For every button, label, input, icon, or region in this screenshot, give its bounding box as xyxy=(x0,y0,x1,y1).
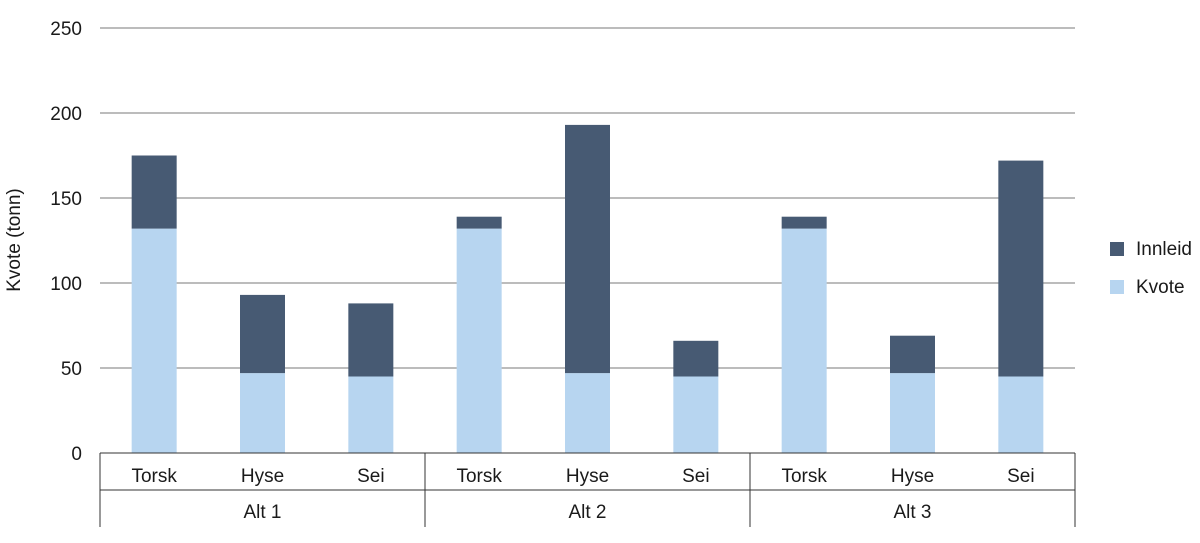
bar-innleid-5 xyxy=(673,340,719,377)
x-group-labels: Alt 1 Alt 2 Alt 3 xyxy=(243,502,931,523)
bar-kvote-3 xyxy=(456,228,502,453)
y-tick-label: 150 xyxy=(50,189,82,210)
bar-kvote-4 xyxy=(565,373,610,453)
x-category-label: Hyse xyxy=(891,466,934,487)
x-category-label: Torsk xyxy=(781,466,827,487)
bar-kvote-8 xyxy=(998,376,1044,453)
bar-kvote-5 xyxy=(673,376,719,453)
bar-innleid-4 xyxy=(565,124,610,374)
y-tick-label: 250 xyxy=(50,19,82,40)
bar-innleid-1 xyxy=(240,294,285,374)
x-group-label: Alt 2 xyxy=(568,502,606,523)
bar-innleid-3 xyxy=(456,216,502,229)
legend-swatch-innleid xyxy=(1110,242,1124,256)
x-category-label: Sei xyxy=(357,466,384,487)
legend: Innleid Kvote xyxy=(1110,239,1192,298)
legend-swatch-kvote xyxy=(1110,280,1124,294)
y-tick-label: 200 xyxy=(50,104,82,125)
y-axis-label: Kvote (tonn) xyxy=(4,188,25,292)
y-tick-labels: 0 50 100 150 200 250 xyxy=(50,19,82,465)
x-group-label: Alt 3 xyxy=(893,502,931,523)
x-category-label: Sei xyxy=(1007,466,1034,487)
x-category-label: Torsk xyxy=(456,466,502,487)
bar-kvote-6 xyxy=(781,228,827,453)
y-tick-label: 0 xyxy=(71,444,82,465)
bar-kvote-0 xyxy=(131,228,177,453)
y-tick-label: 50 xyxy=(61,359,82,380)
x-category-labels: Torsk Hyse Sei Torsk Hyse Sei Torsk Hyse Sei xyxy=(131,466,1034,487)
bar-innleid-8 xyxy=(998,160,1044,377)
x-category-label: Hyse xyxy=(241,466,284,487)
y-tick-label: 100 xyxy=(50,274,82,295)
bar-innleid-0 xyxy=(131,155,177,229)
bar-kvote-1 xyxy=(240,373,285,453)
bar-innleid-2 xyxy=(348,303,394,377)
bar-kvote-2 xyxy=(348,376,394,453)
x-category-label: Torsk xyxy=(131,466,177,487)
legend-label-kvote: Kvote xyxy=(1136,277,1185,298)
axes xyxy=(99,452,1076,527)
bar-innleid-7 xyxy=(890,335,935,374)
x-group-label: Alt 1 xyxy=(243,502,281,523)
x-category-label: Hyse xyxy=(566,466,609,487)
bars xyxy=(131,124,1044,453)
bar-innleid-6 xyxy=(781,216,827,229)
x-category-label: Sei xyxy=(682,466,709,487)
bar-kvote-7 xyxy=(890,373,935,453)
legend-label-innleid: Innleid xyxy=(1136,239,1192,260)
